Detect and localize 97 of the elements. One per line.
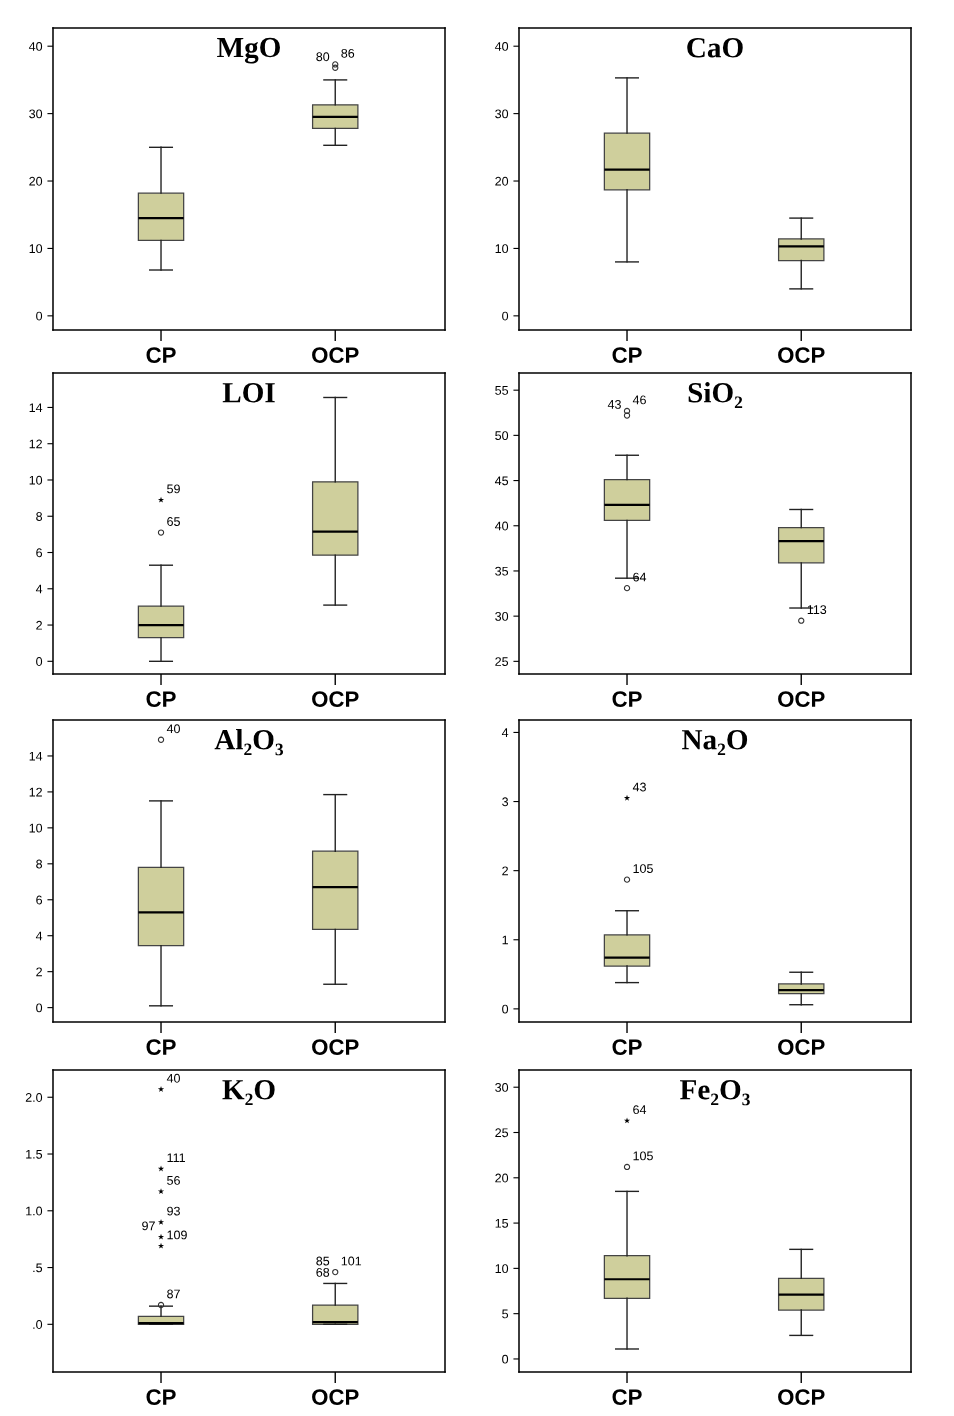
annotation: 43 [607,399,621,409]
y-tick-label: 15 [495,1219,509,1228]
x-tick-label: CP [612,347,642,363]
annotation: 64 [633,572,647,582]
x-tick-label: OCP [312,347,359,363]
y-tick-label: 40 [28,42,43,51]
y-tick-label: 20 [29,176,43,186]
annotation: 93 [167,1206,180,1216]
y-tick-label: 1 [502,935,508,945]
x-tick-label: CP [146,691,176,707]
x-tick-label: OCP [778,1039,825,1055]
y-tick-label: 6 [36,548,43,558]
x-tick-label: CP [146,347,176,363]
annotation: 101 [341,1256,362,1266]
annotation: 46 [632,395,646,405]
y-tick-label: 10 [29,244,43,254]
y-tick-label: 30 [495,1083,509,1092]
chart-title: K₂O [222,1079,275,1106]
chart-title: Al₂O₃ [214,729,284,756]
y-tick-label: 4 [35,931,43,941]
annotation: 109 [167,1230,187,1240]
chart-title: SiO₂ [688,382,743,409]
y-tick-label: 4 [501,728,509,737]
annotation: 85 [316,1256,330,1266]
y-tick-label: 12 [29,787,42,797]
y-tick-label: 0 [502,1354,509,1364]
y-tick-label: 0 [36,1003,43,1013]
y-tick-label: 10 [495,244,509,254]
y-tick-label: .5 [33,1263,43,1273]
annotation: 105 [633,864,653,873]
y-tick-label: 1.0 [26,1206,43,1216]
x-tick-label: CP [612,691,642,707]
x-tick-label: OCP [778,347,825,363]
annotation: 113 [807,605,827,615]
y-tick-label: 35 [495,566,509,576]
x-tick-label: OCP [312,1039,359,1055]
y-tick-label: 2 [502,866,508,876]
y-tick-label: 10 [495,1264,509,1274]
annotation: 87 [167,1289,180,1299]
y-tick-label: 4 [35,584,43,594]
y-tick-label: 1.5 [26,1149,43,1159]
y-tick-label: .0 [33,1320,43,1329]
annotation: 40 [166,1073,180,1083]
y-tick-label: 20 [495,176,509,186]
y-tick-label: 5 [502,1309,509,1319]
chart-title: LOI [222,382,275,403]
y-tick-label: 3 [502,797,509,807]
y-tick-label: 30 [29,109,43,119]
annotation: 68 [316,1267,330,1277]
y-tick-label: 40 [494,521,509,531]
x-tick-label: CP [612,1039,642,1055]
x-tick-label: OCP [312,1389,359,1405]
chart-title: MgO [217,37,280,64]
x-tick-label: CP [146,1039,176,1055]
y-tick-label: 2.0 [25,1093,43,1102]
y-tick-label: 0 [502,311,509,321]
y-tick-label: 12 [29,439,42,449]
y-tick-label: 25 [495,657,509,666]
y-tick-label: 6 [36,895,43,905]
chart-title: CaO [687,37,743,58]
chart-title: Na₂O [682,729,748,756]
y-tick-label: 14 [29,403,43,412]
y-tick-label: 8 [36,512,43,521]
x-tick-label: OCP [778,1389,825,1405]
x-tick-label: CP [146,1389,176,1405]
y-tick-label: 30 [495,109,509,119]
annotation: 56 [167,1175,180,1185]
annotation: 80 [316,52,330,62]
y-tick-label: 50 [495,431,509,441]
y-tick-label: 8 [36,859,43,869]
annotation: 64 [633,1105,647,1115]
y-tick-label: 0 [36,657,43,666]
annotation: 97 [142,1221,155,1231]
y-tick-label: 55 [495,386,509,395]
y-tick-label: 40 [494,42,509,51]
chart-title: Fe₂O₃ [680,1079,750,1106]
y-tick-label: 0 [502,1004,509,1014]
annotation: 43 [632,782,646,792]
y-tick-label: 45 [494,476,509,486]
y-tick-label: 2 [36,620,42,630]
x-tick-label: OCP [778,691,825,707]
y-tick-label: 2 [36,967,42,977]
y-tick-label: 25 [495,1128,509,1138]
y-tick-label: 10 [29,823,43,833]
annotation: 111 [167,1153,185,1163]
annotation: 65 [167,517,180,526]
x-tick-label: OCP [312,691,359,707]
y-tick-label: 0 [36,311,43,321]
y-tick-label: 20 [495,1173,509,1183]
annotation: 105 [633,1151,653,1161]
y-tick-label: 10 [29,475,43,485]
y-tick-label: 14 [29,751,43,761]
annotation: 40 [166,724,180,734]
y-tick-label: 30 [495,611,509,621]
annotation: 59 [167,484,180,494]
x-tick-label: CP [612,1389,642,1405]
annotation: 86 [341,48,355,58]
